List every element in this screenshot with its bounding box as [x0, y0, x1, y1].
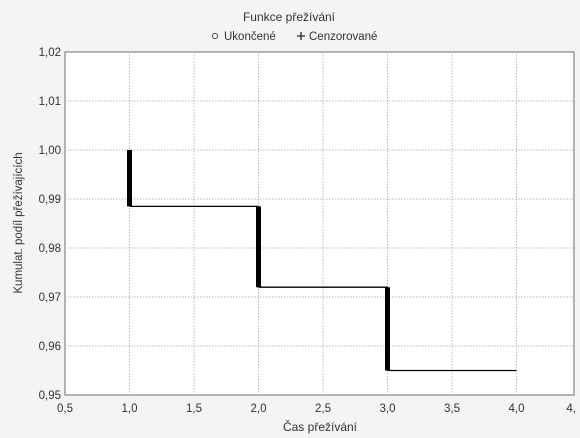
- x-tick-label: 3,5: [444, 403, 460, 415]
- x-tick-label: 2,5: [315, 403, 331, 415]
- legend-label-ukoncene: Ukončené: [224, 31, 276, 43]
- y-tick-label: 1,02: [39, 47, 61, 59]
- y-tick-label: 0,97: [39, 292, 61, 304]
- chart-title: Funkce přežívání: [243, 10, 336, 24]
- x-tick-label: 2,0: [251, 403, 267, 415]
- x-tick-label: 1,0: [122, 403, 138, 415]
- x-tick-label: 0,5: [57, 403, 73, 415]
- y-tick-label: 1,01: [39, 96, 61, 108]
- x-tick-label: 4,0: [509, 403, 525, 415]
- y-tick-label: 1,00: [39, 145, 61, 157]
- x-tick-label: 1,5: [186, 403, 202, 415]
- x-axis-label: Čas přežívání: [283, 419, 358, 434]
- x-tick-label: 3,0: [380, 403, 396, 415]
- y-tick-label: 0,96: [39, 341, 61, 353]
- legend-label-cenzorovane: Cenzorované: [309, 31, 377, 43]
- y-tick-label: 0,95: [39, 390, 61, 402]
- y-tick-label: 0,99: [39, 194, 61, 206]
- y-tick-label: 0,98: [39, 243, 61, 255]
- x-tick-label: 4,: [566, 403, 576, 415]
- plot-area: [65, 52, 574, 395]
- y-axis-label: Kumulat. podíl přežívajících: [13, 152, 25, 293]
